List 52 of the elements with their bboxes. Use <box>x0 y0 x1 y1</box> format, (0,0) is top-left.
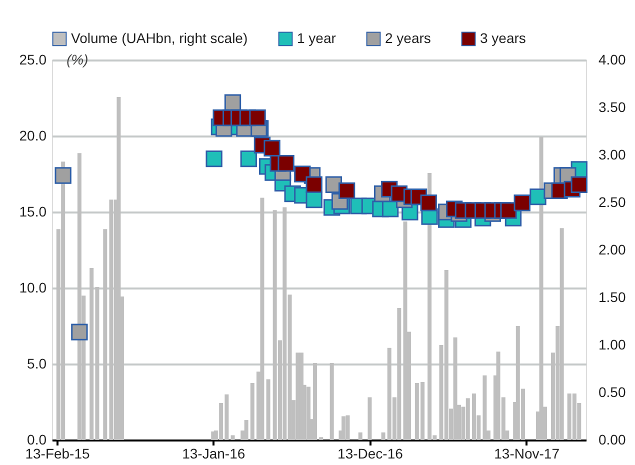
y2-tick-label: 3.00 <box>598 146 626 162</box>
y2-tick-label: 0.00 <box>598 432 626 448</box>
legend-label: Volume (UAHbn, right scale) <box>71 30 248 46</box>
y2-tick-label: 0.50 <box>598 384 626 400</box>
y-tick-label: 0.0 <box>27 432 47 448</box>
point <box>514 194 530 212</box>
point <box>224 94 242 111</box>
bar <box>244 420 248 440</box>
bar <box>306 386 310 440</box>
bar <box>381 432 386 440</box>
point <box>54 167 72 184</box>
y-tick-label: 20.0 <box>19 128 47 144</box>
legend-label: 3 years <box>480 30 526 46</box>
point <box>294 166 311 182</box>
bar <box>482 375 487 440</box>
y2-tick-label: 1.00 <box>598 336 626 352</box>
legend-label: 2 years <box>385 30 431 46</box>
bar <box>358 432 362 440</box>
point <box>306 176 322 193</box>
y-tick-label: 25.0 <box>19 52 47 68</box>
bar <box>250 383 254 440</box>
point <box>264 140 280 156</box>
bar <box>230 435 235 440</box>
y-axis-title: (%) <box>66 52 88 68</box>
point <box>278 155 294 172</box>
x-tick-label: 13-Nov-17 <box>494 446 560 462</box>
bar <box>346 415 350 440</box>
point <box>570 176 588 193</box>
point <box>240 150 257 168</box>
bar <box>319 437 324 440</box>
y2-tick-label: 2.50 <box>598 194 626 210</box>
y2-tick-label: 4.00 <box>598 52 626 68</box>
y2-tick-label: 3.50 <box>598 99 626 115</box>
point <box>500 202 517 219</box>
y-tick-label: 5.0 <box>27 356 47 372</box>
y2-tick-label: 1.50 <box>598 289 626 305</box>
y-tick-label: 10.0 <box>19 280 47 296</box>
bar <box>368 397 372 440</box>
legend-label: 1 year <box>297 30 336 46</box>
x-tick-label: 13-Feb-15 <box>25 446 90 462</box>
point <box>306 192 322 208</box>
point <box>338 182 356 200</box>
point <box>249 109 266 126</box>
bar <box>266 379 270 440</box>
x-tick-label: 13-Dec-16 <box>338 446 404 462</box>
y-tick-label: 15.0 <box>19 204 47 220</box>
bar <box>342 416 346 440</box>
y2-tick-label: 2.00 <box>598 242 626 258</box>
point <box>206 150 222 168</box>
x-tick-label: 13-Jan-16 <box>182 446 246 462</box>
point <box>420 194 437 212</box>
point <box>71 324 88 340</box>
